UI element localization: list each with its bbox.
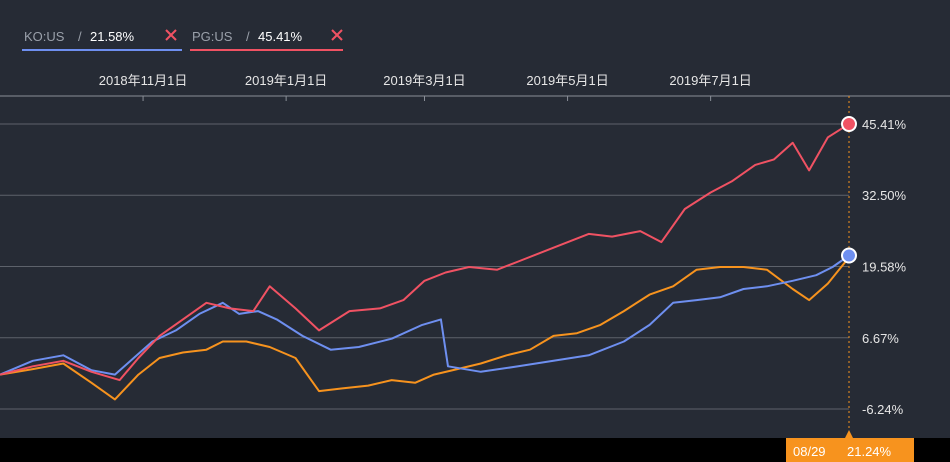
legend-separator: /	[246, 29, 250, 44]
crosshair-readout: 08/29 21.24%	[786, 430, 914, 462]
x-tick-label: 2018年11月1日	[99, 73, 188, 88]
x-tick-label: 2019年7月1日	[669, 73, 751, 88]
legend-separator: /	[78, 29, 82, 44]
close-x-icon[interactable]	[331, 29, 343, 41]
x-tick-label: 2019年5月1日	[526, 73, 608, 88]
legend-value: 21.58%	[90, 29, 135, 44]
legend-underline	[22, 49, 182, 51]
crosshair-readout-box	[786, 438, 914, 462]
y-tick-label: 32.50%	[862, 188, 907, 203]
y-tick-label: -6.24%	[862, 402, 904, 417]
series-end-marker-pg	[841, 116, 857, 132]
legend-value: 45.41%	[258, 29, 303, 44]
y-tick-label: 6.67%	[862, 331, 899, 346]
x-tick-label: 2019年3月1日	[383, 73, 465, 88]
y-tick-label: 45.41%	[862, 117, 907, 132]
crosshair-value: 21.24%	[847, 444, 892, 459]
series-line-pg	[0, 123, 850, 382]
close-x-icon[interactable]	[165, 29, 177, 41]
legend-ticker: PG:US	[192, 29, 233, 44]
x-axis: 2018年11月1日 2019年1月1日 2019年3月1日 2019年5月1日 201…	[0, 73, 950, 101]
y-tick-label: 19.58%	[862, 260, 907, 275]
legend-item-ko[interactable]: KO:US / 21.58%	[22, 29, 182, 51]
series-end-marker-ko	[841, 247, 857, 264]
series-layer	[0, 116, 857, 401]
crosshair-date: 08/29	[793, 444, 826, 459]
series-line-benchmark	[0, 256, 850, 401]
legend: KO:US / 21.58% PG:US / 45.41%	[22, 29, 343, 51]
legend-item-pg[interactable]: PG:US / 45.41%	[190, 29, 343, 51]
legend-underline	[190, 49, 343, 51]
x-tick-label: 2019年1月1日	[245, 73, 327, 88]
crosshair-pointer	[845, 430, 853, 438]
y-grid: 45.41% 32.50% 19.58% 6.67% -6.24%	[0, 117, 907, 417]
legend-ticker: KO:US	[24, 29, 65, 44]
series-line-ko	[0, 254, 850, 376]
